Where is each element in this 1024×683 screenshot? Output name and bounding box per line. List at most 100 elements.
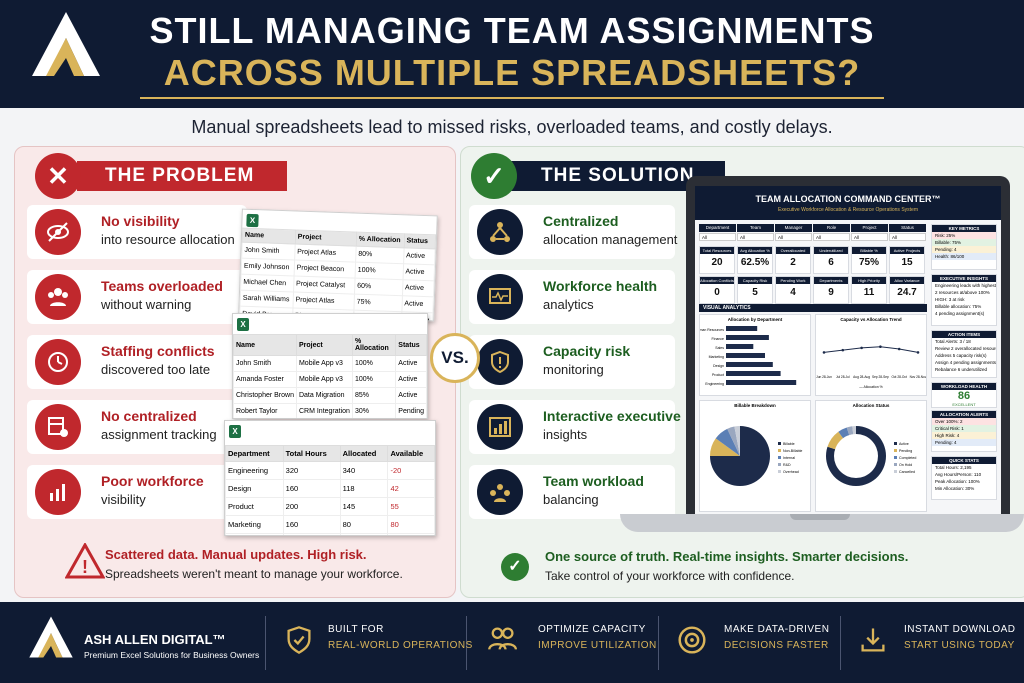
bar-mark <box>726 371 781 376</box>
kpi-card: High Priority 11 <box>851 276 887 304</box>
donut-hole <box>834 434 878 478</box>
sidebar-header: WORKLOAD HEALTH <box>932 383 996 390</box>
sidebar-row: Pending: 4 <box>932 439 996 446</box>
sidebar-row: Min Allocation: 30% <box>935 486 975 491</box>
legend-swatch <box>894 449 897 452</box>
pulse-monitor-icon <box>477 274 523 320</box>
shield-check-icon <box>284 624 314 661</box>
table-cell: 200 <box>282 497 341 516</box>
footer-feature: OPTIMIZE CAPACITY IMPROVE UTILIZATION <box>538 624 657 651</box>
problem-item-title: Poor workforce <box>101 473 204 489</box>
filter-label: Status <box>889 224 926 232</box>
solution-footer-desc: Take control of your workforce with conf… <box>545 569 795 583</box>
solution-item: Capacity risk monitoring <box>469 335 675 389</box>
table-cell: John Smith <box>233 355 297 372</box>
problem-item-desc: assignment tracking <box>101 427 217 442</box>
footer-feature-line1: INSTANT DOWNLOAD <box>904 624 1016 635</box>
footer-bar: ASH ALLEN DIGITAL™ Premium Excel Solutio… <box>0 602 1024 683</box>
solution-footer-title: One source of truth. Real-time insights.… <box>545 549 909 564</box>
table-row: Product 200 145 55 <box>225 497 435 516</box>
table-cell: 160 <box>282 479 341 498</box>
bar-mark <box>726 344 754 349</box>
table-row: Robert Taylor CRM Integration 30% Pending <box>233 403 427 418</box>
headline-divider <box>140 97 884 99</box>
table-cell: 80 <box>339 515 389 534</box>
table-header-cell: Total Hours <box>282 445 341 462</box>
footer-divider <box>265 616 266 670</box>
bar-tick-label: Finance <box>712 337 725 341</box>
bar-tick-label: Sales <box>715 346 724 350</box>
footer-feature-line2: REAL-WORLD OPERATIONS <box>328 640 473 651</box>
table-header-cell: Allocated <box>339 445 389 462</box>
table-cell: 30% <box>351 403 397 418</box>
footer-feature-line1: BUILT FOR <box>328 624 384 635</box>
target-icon <box>676 624 708 661</box>
table-cell: Active <box>395 387 427 404</box>
table-cell: John Smith <box>241 242 295 260</box>
problem-item: Staffing conflicts discovered too late <box>27 335 247 389</box>
filter-select[interactable]: All <box>737 233 774 241</box>
filter-select[interactable]: All <box>699 233 736 241</box>
table-cell: 75% <box>353 294 403 312</box>
table-row: Engineering 320 340 -20 <box>225 461 435 480</box>
sidebar-header: ALLOCATION ALERTS <box>932 411 996 418</box>
kpi-card: Pending Work 4 <box>775 276 811 304</box>
problem-item-desc: discovered too late <box>101 362 211 377</box>
dashboard-screen: TEAM ALLOCATION COMMAND CENTER™ Executiv… <box>695 186 1001 516</box>
legend-swatch <box>894 463 897 466</box>
bar-tick-label: Engineering <box>705 382 724 386</box>
problem-item-desc: into resource allocation <box>101 232 235 247</box>
bar-tick-label: Marketing <box>709 355 724 359</box>
sidebar-alerts: ALLOCATION ALERTS Over 100%: 2 Critical Ri… <box>931 410 997 452</box>
spreadsheet-3: X Department Total Hours Allocated Availabl… <box>224 420 436 536</box>
pie-slice <box>715 428 740 456</box>
table-header-cell: Name <box>233 334 297 356</box>
sidebar-row: Engineering leads with highest load <box>935 283 996 288</box>
footer-divider <box>840 616 841 670</box>
kpi-card: Underutilized 6 <box>813 246 849 274</box>
bar-chart-svg: Human Resources Finance Sales Marketing Desi… <box>695 326 797 386</box>
legend-swatch <box>778 470 781 473</box>
sidebar-row: Address 5 capacity risk(s) <box>935 353 987 358</box>
footer-divider <box>658 616 659 670</box>
filter-select[interactable]: All <box>889 233 926 241</box>
sidebar-row: Rebalance 6 underutilized <box>935 367 988 372</box>
line-point <box>841 348 845 352</box>
table-cell: Sarah Williams <box>240 290 294 308</box>
sidebar-row: Pending: 4 <box>932 246 996 253</box>
solution-title: THE SOLUTION <box>507 161 725 191</box>
table-cell: CRM Integration <box>295 403 353 418</box>
filter-select[interactable]: All <box>851 233 888 241</box>
sidebar-workload-health: WORKLOAD HEALTH 86 EXCELLENT <box>931 382 997 408</box>
kpi-label: Departments <box>814 277 848 284</box>
table-cell: 145 <box>339 497 389 516</box>
header-banner: STILL MANAGING TEAM ASSIGNMENTS ACROSS M… <box>0 0 1024 108</box>
filter-select[interactable]: All <box>775 233 812 241</box>
kpi-value: 11 <box>863 287 875 298</box>
subtitle: Manual spreadsheets lead to missed risks… <box>191 117 833 137</box>
sidebar-header: ACTION ITEMS <box>932 331 996 338</box>
legend-label: On Hold <box>899 463 912 467</box>
kpi-card: Overallocated 2 <box>775 246 811 274</box>
table-cell: Amanda Foster <box>233 371 297 388</box>
line-tick-label: Jun 28-Jun <box>816 375 832 379</box>
problem-item-title: No visibility <box>101 213 180 229</box>
sidebar-row: Health: 86/100 <box>932 253 996 260</box>
table-header-cell: Department <box>225 445 284 462</box>
pie-chart-title: Billable Breakdown <box>734 403 776 408</box>
table-cell: 80 <box>387 515 435 534</box>
brand-logo-icon <box>29 616 73 658</box>
pie-chart-svg: Billable Non-Billable Internal R&D Overhead <box>710 426 802 486</box>
filter-select[interactable]: All <box>813 233 850 241</box>
sidebar-row: Critical Risk: 1 <box>932 425 996 432</box>
kpi-card: Active Projects 15 <box>889 246 925 274</box>
legend-label: Overhead <box>783 470 799 474</box>
dashboard-title: TEAM ALLOCATION COMMAND CENTER™ <box>755 194 941 204</box>
table-cell: 53 <box>339 533 389 535</box>
bar-chart-title: Allocation by Department <box>727 317 783 322</box>
bar-mark <box>726 326 758 331</box>
sidebar-row: Peak Allocation: 100% <box>935 479 980 484</box>
line-tick-label: Sep 28-Sep <box>872 375 889 379</box>
brand-name: ASH ALLEN DIGITAL™ <box>84 632 226 647</box>
allocation-by-department-chart: Allocation by Department Human Resources… <box>695 314 811 396</box>
